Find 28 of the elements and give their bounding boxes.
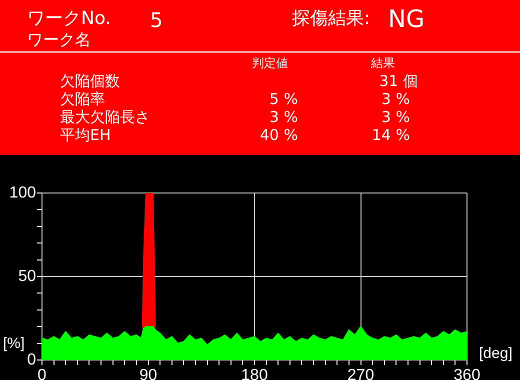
y-tick-label: 50: [18, 268, 36, 285]
text: 3 %: [381, 108, 410, 126]
text: ワーク名: [27, 30, 91, 49]
text: 最大欠陥長さ: [60, 108, 150, 126]
text: 5: [150, 8, 163, 32]
text: 5 %: [269, 90, 298, 108]
text: 欠陥個数: [60, 72, 120, 90]
x-tick-label: 180: [241, 367, 268, 380]
text: ワークNo.: [27, 8, 111, 29]
text: 欠陥率: [60, 90, 105, 108]
x-tick-label: 0: [38, 367, 47, 380]
x-axis-title: [deg]: [479, 345, 512, 362]
text: 探傷結果:: [292, 8, 370, 29]
text: 3 %: [381, 90, 410, 108]
text: 31 個: [379, 72, 418, 90]
text: 3 %: [269, 108, 298, 126]
x-tick-label: 360: [454, 367, 480, 380]
text: 平均EH: [60, 126, 111, 144]
text: 40 %: [260, 126, 298, 144]
text: 14 %: [372, 126, 410, 144]
y-tick-label: 100: [9, 184, 36, 202]
x-tick-label: 90: [139, 367, 158, 380]
x-tick-label: 270: [347, 367, 374, 380]
text: 結果: [371, 56, 395, 70]
y-axis-title: [%]: [3, 335, 25, 352]
y-tick-label: 0: [27, 351, 36, 368]
text: NG: [388, 5, 425, 33]
text: 判定値: [252, 56, 288, 70]
